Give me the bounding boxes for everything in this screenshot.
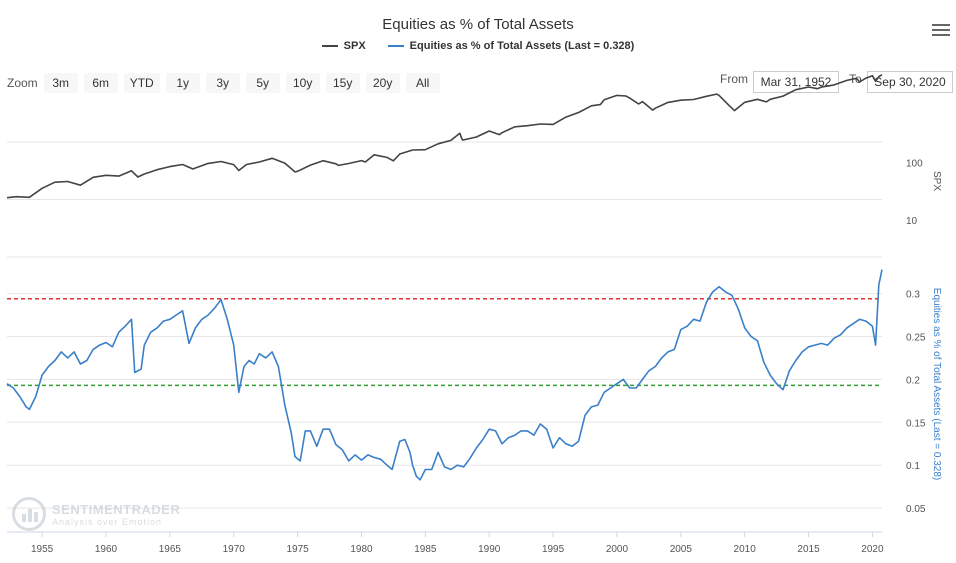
equities-series-line bbox=[6, 269, 883, 481]
equities-y-tick-label: 0.1 bbox=[906, 461, 920, 472]
equities-y-tick-label: 0.3 bbox=[906, 290, 920, 301]
hamburger-menu-icon[interactable] bbox=[932, 22, 950, 38]
zoom-button-5y[interactable]: 5y bbox=[245, 73, 280, 93]
zoom-button-all[interactable]: All bbox=[405, 73, 440, 93]
legend-label-spx: SPX bbox=[343, 40, 366, 52]
watermark: SENTIMENTRADER Analysis over Emotion bbox=[12, 497, 180, 531]
range-to-input[interactable]: Sep 30, 2020 bbox=[867, 71, 953, 93]
equities-y-tick-label: 0.15 bbox=[906, 418, 926, 429]
legend-swatch-equities bbox=[387, 45, 404, 47]
legend: SPX Equities as % of Total Assets (Last … bbox=[0, 40, 956, 52]
x-axis-tick-label: 1980 bbox=[350, 544, 373, 555]
spx-y-tick-label: 10 bbox=[906, 216, 918, 227]
x-axis-tick-label: 1990 bbox=[478, 544, 501, 555]
zoom-button-6m[interactable]: 6m bbox=[83, 73, 118, 93]
zoom-button-20y[interactable]: 20y bbox=[365, 73, 400, 93]
zoom-button-3m[interactable]: 3m bbox=[43, 73, 78, 93]
watermark-line2: Analysis over Emotion bbox=[52, 516, 163, 527]
x-axis-tick-label: 1960 bbox=[95, 544, 118, 555]
spx-axis-title: SPX bbox=[931, 171, 942, 191]
spx-series-line bbox=[6, 74, 883, 199]
range-from-input[interactable]: Mar 31, 1952 bbox=[753, 71, 839, 93]
x-axis-tick-label: 2005 bbox=[670, 544, 693, 555]
range-from-label: From bbox=[720, 72, 748, 86]
x-axis-tick-label: 1955 bbox=[31, 544, 54, 555]
zoom-label: Zoom bbox=[7, 76, 38, 90]
x-axis-tick-label: 1970 bbox=[223, 544, 246, 555]
legend-item-spx[interactable]: SPX bbox=[321, 40, 366, 52]
chart-title: Equities as % of Total Assets bbox=[382, 16, 574, 33]
equities-y-tick-label: 0.2 bbox=[906, 375, 920, 386]
sentimentrader-logo-icon bbox=[12, 497, 46, 531]
x-axis-tick-label: 2010 bbox=[734, 544, 757, 555]
x-axis-tick-label: 1995 bbox=[542, 544, 565, 555]
x-axis-tick-label: 1985 bbox=[414, 544, 437, 555]
legend-label-equities: Equities as % of Total Assets (Last = 0.… bbox=[409, 40, 635, 52]
zoom-bar: Zoom 3m 6m YTD 1y 3y 5y 10y 15y 20y All bbox=[7, 73, 446, 93]
zoom-button-ytd[interactable]: YTD bbox=[123, 73, 160, 93]
legend-swatch-spx bbox=[321, 45, 338, 47]
zoom-button-10y[interactable]: 10y bbox=[285, 73, 320, 93]
x-axis-tick-label: 2015 bbox=[797, 544, 820, 555]
watermark-line1: SENTIMENTRADER bbox=[52, 501, 181, 517]
equities-y-tick-label: 0.25 bbox=[906, 333, 926, 344]
spx-y-tick-label: 100 bbox=[906, 159, 923, 170]
zoom-button-1y[interactable]: 1y bbox=[165, 73, 200, 93]
zoom-button-3y[interactable]: 3y bbox=[205, 73, 240, 93]
equities-y-tick-label: 0.05 bbox=[906, 504, 926, 515]
x-axis-tick-label: 1965 bbox=[159, 544, 182, 555]
legend-item-equities[interactable]: Equities as % of Total Assets (Last = 0.… bbox=[387, 40, 635, 52]
equities-axis-title: Equities as % of Total Assets (Last = 0.… bbox=[931, 288, 942, 480]
zoom-button-15y[interactable]: 15y bbox=[325, 73, 360, 93]
x-axis-tick-label: 2020 bbox=[861, 544, 884, 555]
x-axis-tick-label: 2000 bbox=[606, 544, 629, 555]
x-axis-tick-label: 1975 bbox=[286, 544, 309, 555]
